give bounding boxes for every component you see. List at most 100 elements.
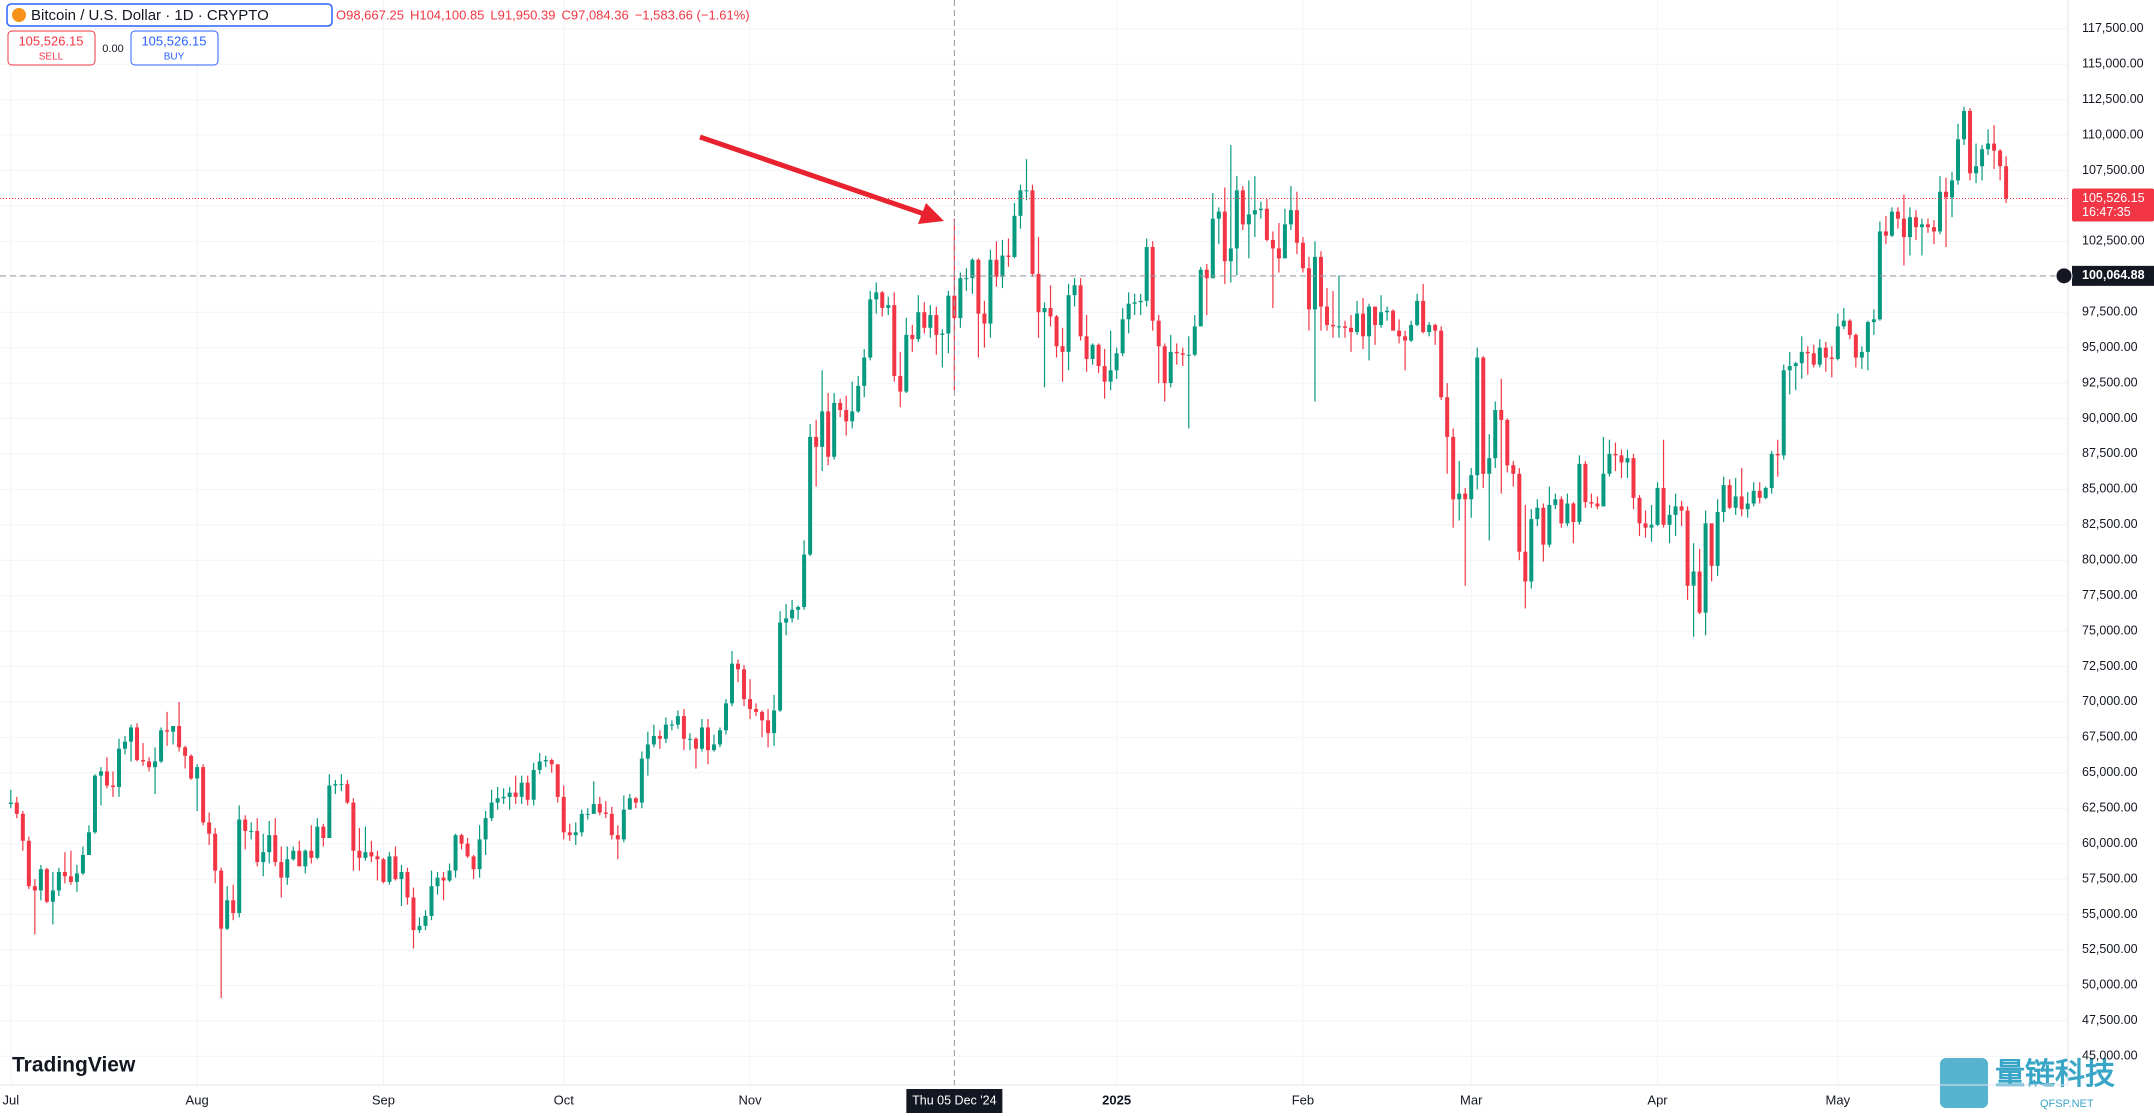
- candle-body: [988, 259, 993, 324]
- candle-body: [693, 738, 698, 749]
- ohlc-value: C97,084.36: [561, 7, 628, 22]
- candle-body: [1607, 453, 1612, 474]
- candle-body: [790, 609, 795, 619]
- candle-body: [141, 760, 146, 762]
- candle-body: [44, 869, 49, 902]
- countdown-label: 16:47:35: [2082, 205, 2131, 219]
- candle-body: [1577, 463, 1582, 522]
- candle-body: [1138, 300, 1143, 303]
- candle-body: [135, 727, 140, 761]
- y-tick-label: 87,500.00: [2082, 446, 2138, 460]
- ohlc-value: H104,100.85: [410, 7, 484, 22]
- candle-body: [1715, 512, 1720, 566]
- candle-body: [958, 278, 963, 319]
- candle-body: [1180, 353, 1185, 355]
- candle-body: [1421, 300, 1426, 333]
- candle-body: [940, 333, 945, 335]
- candle-body: [1481, 357, 1486, 474]
- candle-body: [267, 835, 272, 853]
- y-tick-label: 107,500.00: [2082, 163, 2145, 177]
- candle-body: [1084, 336, 1089, 359]
- candle-body: [417, 925, 422, 931]
- candle-body: [1030, 190, 1035, 274]
- candle-body: [1679, 506, 1684, 511]
- candle-body: [62, 871, 67, 877]
- candle-body: [1150, 247, 1155, 321]
- candle-body: [32, 886, 37, 891]
- candle-body: [808, 436, 813, 555]
- candle-body: [820, 411, 825, 447]
- candle-body: [1956, 139, 1961, 181]
- candle-body: [333, 784, 338, 786]
- candle-body: [447, 870, 452, 881]
- buy-price: 105,526.15: [141, 33, 206, 48]
- candle-body: [1992, 143, 1997, 151]
- candle-body: [1463, 493, 1468, 500]
- sell-button[interactable]: [7, 30, 96, 66]
- candle-body: [1168, 351, 1173, 384]
- candle-body: [1691, 571, 1696, 586]
- y-tick-label: 117,500.00: [2082, 21, 2144, 35]
- candle-body: [784, 618, 789, 623]
- candle-body: [1391, 310, 1396, 331]
- candle-body: [1306, 268, 1311, 310]
- candle-body: [705, 727, 710, 751]
- candle-body: [363, 852, 368, 858]
- candle-body: [1775, 453, 1780, 456]
- candle-body: [796, 606, 801, 610]
- candle-body: [1709, 523, 1714, 566]
- candle-body: [1487, 458, 1492, 474]
- candle-body: [1210, 218, 1215, 279]
- candle-body: [1439, 330, 1444, 398]
- candle-body: [1240, 190, 1245, 225]
- candle-body: [1962, 110, 1967, 140]
- y-tick-label: 55,000.00: [2082, 907, 2138, 921]
- candle-body: [1631, 458, 1636, 498]
- candle-body: [1517, 473, 1522, 552]
- candle-body: [1349, 327, 1354, 333]
- symbol-icon: [12, 8, 26, 22]
- candle-body: [1162, 346, 1167, 384]
- candle-body: [609, 813, 614, 836]
- candle-body: [766, 720, 771, 734]
- y-tick-label: 90,000.00: [2082, 411, 2138, 425]
- candle-body: [1318, 256, 1323, 307]
- y-tick-label: 92,500.00: [2082, 375, 2138, 389]
- candle-body: [742, 669, 747, 700]
- last-price-label: 105,526.15: [2082, 191, 2145, 205]
- candle-body: [1535, 507, 1540, 520]
- candle-body: [1252, 210, 1257, 215]
- ohlc-value: O98,667.25: [336, 7, 404, 22]
- candle-body: [1427, 324, 1432, 333]
- candle-body: [892, 305, 897, 376]
- candle-body: [1986, 143, 1991, 150]
- candle-body: [1493, 409, 1498, 459]
- candle-body: [1048, 307, 1053, 317]
- candle-body: [207, 822, 212, 834]
- candle-body: [1066, 295, 1071, 352]
- candle-body: [772, 710, 777, 734]
- candle-body: [952, 295, 957, 319]
- candle-body: [1829, 357, 1834, 359]
- candle-body: [405, 871, 410, 898]
- watermark-icon: [1940, 1058, 1988, 1108]
- candle-body: [1258, 208, 1263, 211]
- candle-body: [303, 850, 308, 867]
- candle-body: [507, 792, 512, 797]
- candle-body: [1343, 326, 1348, 328]
- y-tick-label: 85,000.00: [2082, 482, 2138, 496]
- candle-body: [1120, 319, 1125, 354]
- ohlc-value: L91,950.39: [490, 7, 555, 22]
- candle-body: [201, 767, 206, 823]
- candle-body: [68, 876, 73, 882]
- candle-body: [213, 833, 218, 871]
- candle-body: [1312, 256, 1317, 310]
- candle-body: [249, 830, 254, 832]
- candle-body: [1264, 208, 1269, 240]
- candle-body: [459, 835, 464, 844]
- buy-button[interactable]: [130, 30, 219, 66]
- symbol-box[interactable]: [6, 3, 333, 27]
- candle-body: [844, 409, 849, 422]
- candle-body: [1475, 357, 1480, 476]
- y-tick-label: 75,000.00: [2082, 623, 2138, 637]
